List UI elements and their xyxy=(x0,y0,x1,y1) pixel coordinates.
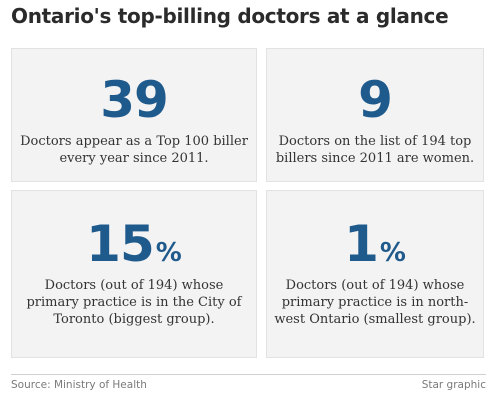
stat-card-northwest: 1% Doctors (out of 194) whose primary pr… xyxy=(266,190,484,358)
stat-card-women: 9 Doctors on the list of 194 top billers… xyxy=(266,48,484,182)
stat-value: 39 xyxy=(12,75,256,125)
stat-card-toronto: 15% Doctors (out of 194) whose primary p… xyxy=(11,190,257,358)
graphic-credit: Star graphic xyxy=(421,379,486,391)
stat-value: 9 xyxy=(267,75,483,125)
stat-percent-sign: % xyxy=(379,238,406,268)
source-credit: Source: Ministry of Health xyxy=(11,379,147,391)
stat-percent-sign: % xyxy=(155,238,182,268)
page-title: Ontario's top-billing doctors at a glanc… xyxy=(11,4,449,28)
stat-description: Doctors appear as a Top 100 biller every… xyxy=(20,134,248,166)
stat-card-top100-every-year: 39 Doctors appear as a Top 100 biller ev… xyxy=(11,48,257,182)
stat-value: 15% xyxy=(12,219,256,269)
stat-description: Doctors (out of 194) whose primary pract… xyxy=(26,278,242,327)
stat-number: 9 xyxy=(358,71,393,129)
stat-value: 1% xyxy=(267,219,483,269)
stat-description: Doctors on the list of 194 top billers s… xyxy=(275,134,475,166)
footer-divider xyxy=(11,374,486,375)
stat-number: 1 xyxy=(344,215,379,273)
stat-description: Doctors (out of 194) whose primary pract… xyxy=(274,278,476,327)
stat-number: 15 xyxy=(86,215,155,273)
stat-number: 39 xyxy=(100,71,169,129)
